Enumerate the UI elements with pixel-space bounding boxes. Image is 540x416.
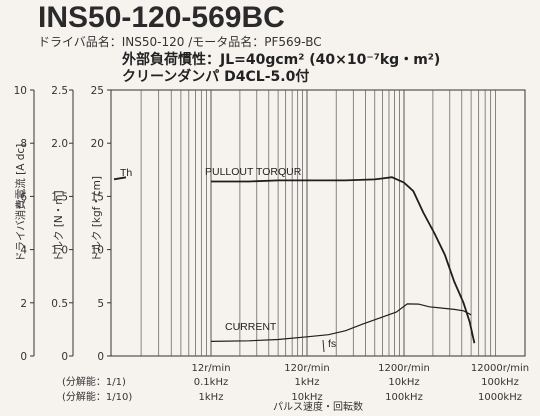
torque-kgf-axis-tick-label: 10 — [91, 245, 104, 257]
current-axis-tick-label: 8 — [20, 138, 27, 150]
subtitle: ドライバ品名：INS50-120 /モータ品名：PF569-BC — [38, 34, 322, 49]
th-label: Th — [120, 167, 132, 179]
torque-nm-axis-tick-label: 0 — [61, 351, 68, 363]
torque-kgf-axis-tick-label: 25 — [91, 85, 104, 97]
x-axis-ticks: 12r/min 120r/min 1200r/min 12000r/min 0.1kHz… — [191, 363, 529, 403]
current-label: CURRENT — [225, 321, 277, 333]
x-tick-label: 0.1kHz — [194, 377, 228, 388]
current-axis-tick-label: 0 — [20, 351, 27, 363]
x-axis-label: パルス速度・回転数 — [273, 400, 363, 413]
pullout-label: PULLOUT TORQUR — [205, 166, 302, 178]
current-axis-ticks: 10 8 6 4 2 0 — [14, 85, 34, 363]
current-line — [210, 303, 472, 342]
current-axis-label: ドライバ消費電流 [A dc] — [14, 144, 27, 262]
x-tick-label: 10kHz — [388, 377, 419, 388]
fs-label: fs — [328, 338, 336, 350]
x-tick-label: 1000kHz — [478, 392, 522, 403]
pullout-torque-line — [211, 176, 476, 344]
spec-line-2: クリーンダンパ D4CL-5.0付 — [122, 68, 309, 85]
model-title: INS50-120-569BC — [38, 1, 285, 34]
x-tick-label: 120r/min — [284, 363, 329, 374]
torque-kgf-axis-ticks: 25 20 15 10 5 0 — [91, 85, 111, 363]
torque-kgf-axis-label: トルク [kgf・cm] — [91, 176, 103, 262]
torque-nm-axis-tick-label: 1.0 — [51, 245, 68, 257]
torque-nm-axis-tick-label: 2.5 — [51, 85, 68, 97]
x-tick-label: 1kHz — [295, 377, 320, 388]
x-tick-label: 10kHz — [291, 392, 322, 403]
x-tick-label: 1200r/min — [378, 363, 430, 374]
spec-line-1: 外部負荷慣性：JL=40gcm² (40×10⁻⁷kg・m²) — [122, 51, 440, 68]
torque-kgf-axis-tick-label: 20 — [91, 138, 104, 150]
current-axis-tick-label: 10 — [14, 85, 27, 97]
log-grid — [140, 90, 496, 356]
x-tick-label: 100kHz — [385, 392, 423, 403]
fs-marker — [322, 339, 325, 353]
current-axis-tick-label: 6 — [20, 191, 27, 203]
torque-nm-axis-tick-label: 0.5 — [51, 298, 68, 310]
x-tick-label: 12r/min — [191, 363, 230, 374]
resolution-caption-2: (分解能：1/10) — [62, 390, 132, 403]
resolution-caption-1: (分解能：1/1) — [62, 375, 126, 388]
torque-nm-axis-ticks: 2.5 2.0 1.5 1.0 0.5 0 — [51, 85, 73, 363]
torque-nm-axis-tick-label: 2.0 — [51, 138, 68, 150]
torque-kgf-axis-tick-label: 15 — [91, 191, 104, 203]
torque-nm-axis-tick-label: 1.5 — [51, 191, 68, 203]
torque-kgf-axis-tick-label: 0 — [97, 351, 104, 363]
holding-torque-mark — [113, 176, 127, 181]
current-axis-tick-label: 4 — [20, 245, 27, 257]
torque-nm-axis-label: トルク [N・m] — [53, 190, 65, 262]
torque-kgf-axis-tick-label: 5 — [97, 298, 104, 310]
x-tick-label: 100kHz — [481, 377, 519, 388]
x-tick-label: 12000r/min — [471, 363, 529, 374]
current-axis-tick-label: 2 — [20, 298, 27, 310]
plot-area — [110, 89, 526, 357]
x-tick-label: 1kHz — [199, 392, 224, 403]
